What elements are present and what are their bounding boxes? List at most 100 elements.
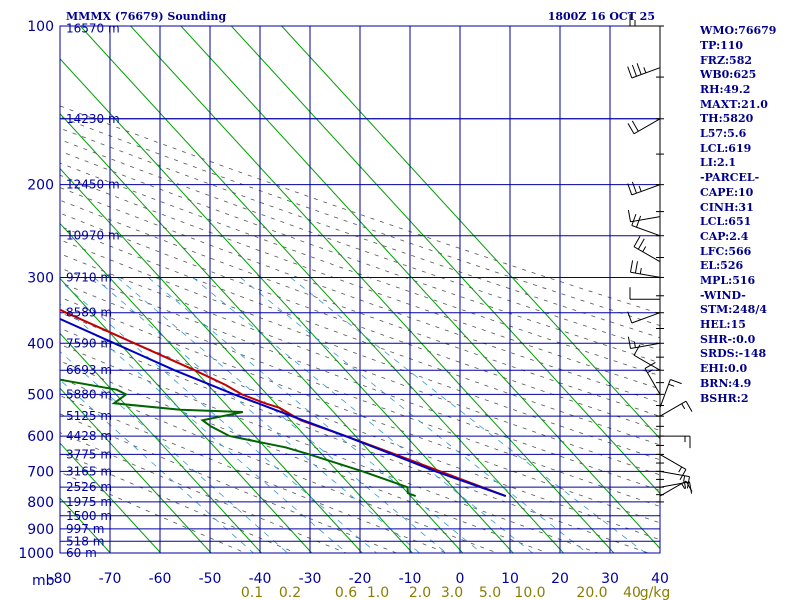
dry-adiabat: [60, 212, 660, 431]
wind-barb: [627, 63, 661, 79]
index-line: SHR-:0.0: [700, 333, 756, 346]
pressure-tick-label: 800: [27, 495, 54, 511]
mixing-ratio-label: 1.0: [367, 585, 389, 600]
height-label: 1975 m: [66, 495, 112, 509]
temperature-tick-label: -30: [299, 571, 322, 587]
dry-adiabat: [60, 413, 397, 553]
dry-adiabat: [60, 239, 660, 461]
index-line: WB0:625: [699, 68, 756, 81]
dry-adiabat: [60, 296, 660, 524]
height-label: 12450 m: [66, 178, 120, 192]
height-label: 9710 m: [66, 270, 112, 284]
height-label: 7590 m: [66, 336, 112, 350]
index-line: BRN:4.9: [700, 377, 751, 390]
dry-adiabat: [60, 253, 660, 476]
height-label: 4428 m: [66, 429, 112, 443]
index-line: MAXT:21.0: [700, 98, 768, 111]
wind-barb: [659, 400, 693, 417]
dry-adiabat: [60, 225, 660, 446]
index-line: HEL:15: [700, 318, 746, 331]
isotherm-line: [60, 387, 212, 553]
wind-barb: [660, 435, 691, 449]
height-label: 2526 m: [66, 480, 112, 494]
isotherm-line: [60, 222, 363, 553]
wind-barbs: [627, 14, 693, 503]
index-line: STM:248/4: [700, 303, 767, 316]
pressure-tick-label: 900: [27, 522, 54, 538]
isotherm-line: [79, 26, 564, 553]
index-line: MPL:516: [700, 274, 756, 287]
pressure-tick-label: 700: [27, 464, 54, 480]
isotherm-line: [230, 26, 660, 495]
dry-adiabat: [60, 281, 660, 507]
index-line: CAP:2.4: [700, 230, 749, 243]
pressure-unit-label: mb: [32, 573, 55, 589]
height-label: 10970 m: [66, 229, 120, 243]
index-line: LCL:619: [700, 142, 751, 155]
pressure-tick-label: 300: [27, 270, 54, 286]
pressure-tick-label: 500: [27, 387, 54, 403]
wind-barb: [659, 480, 693, 497]
temperature-tick-label: -80: [49, 571, 72, 587]
wind-barb: [659, 481, 693, 494]
pressure-tick-label: 600: [27, 429, 54, 445]
dry-adiabat: [60, 432, 347, 553]
height-label: 997 m: [66, 522, 104, 536]
pressure-tick-label: 1000: [18, 546, 54, 562]
parcel-profile: [60, 317, 507, 498]
isotherm-line: [60, 277, 313, 553]
temperature-tick-label: -50: [199, 571, 222, 587]
isotherm-line: [180, 26, 660, 550]
mixing-ratio-label: 0.2: [279, 585, 301, 600]
pressure-tick-label: 400: [27, 336, 54, 352]
mixing-ratio-label: 10.0: [514, 585, 545, 600]
height-label: 5880 m: [66, 387, 112, 401]
wind-barb: [627, 311, 661, 324]
wind-barb: [627, 336, 661, 349]
index-line: CAPE:10: [700, 186, 754, 199]
temperature-tick-label: 10: [501, 571, 519, 587]
dewpoint-profile: [60, 378, 417, 498]
temperature-tick-label: 40: [651, 571, 669, 587]
index-line: SRDS:-148: [700, 347, 767, 360]
mixing-ratio-label: 0.1: [241, 585, 263, 600]
wind-barb: [629, 287, 660, 300]
temperature-tick-label: -40: [249, 571, 272, 587]
dry-adiabat: [60, 267, 660, 491]
index-line: -PARCEL-: [700, 171, 759, 184]
height-label: 60 m: [66, 546, 97, 560]
mixing-ratio-label: 0.6: [335, 585, 357, 600]
index-line: -WIND-: [700, 289, 746, 302]
index-line: TH:5820: [700, 112, 754, 125]
wind-barb: [630, 260, 661, 278]
height-label: 5125 m: [66, 409, 112, 423]
pressure-tick-label: 100: [27, 19, 54, 35]
isotherm-line: [60, 167, 413, 553]
index-line: EL:526: [700, 259, 743, 272]
wind-barb: [633, 344, 661, 371]
index-line: WMO:76679: [699, 24, 776, 37]
index-line: LCL:651: [700, 215, 751, 228]
height-label: 3165 m: [66, 464, 112, 478]
index-line: LFC:566: [700, 245, 752, 258]
index-line: TP:110: [700, 39, 743, 52]
height-label: 14230 m: [66, 112, 120, 126]
wind-barb: [659, 453, 687, 481]
wind-barb: [627, 209, 661, 223]
temperature-tick-label: -60: [149, 571, 172, 587]
isotherm-line: [281, 26, 660, 440]
isotherm-line: [60, 442, 162, 553]
height-label: 16570 m: [66, 21, 120, 35]
mixing-ratio-label: 5.0: [479, 585, 501, 600]
height-label: 8589 m: [66, 306, 112, 320]
temperature-tick-label: 20: [551, 571, 569, 587]
isotherm-line: [130, 26, 615, 553]
dry-adiabat: [60, 105, 660, 315]
mixing-ratio-label: 2.0: [409, 585, 431, 600]
temperature-tick-label: -70: [99, 571, 122, 587]
index-line: BSHR:2: [700, 392, 749, 405]
mixing-ratio-unit: g/kg: [640, 585, 671, 600]
height-label: 3775 m: [66, 447, 112, 461]
index-line: LI:2.1: [700, 156, 736, 169]
